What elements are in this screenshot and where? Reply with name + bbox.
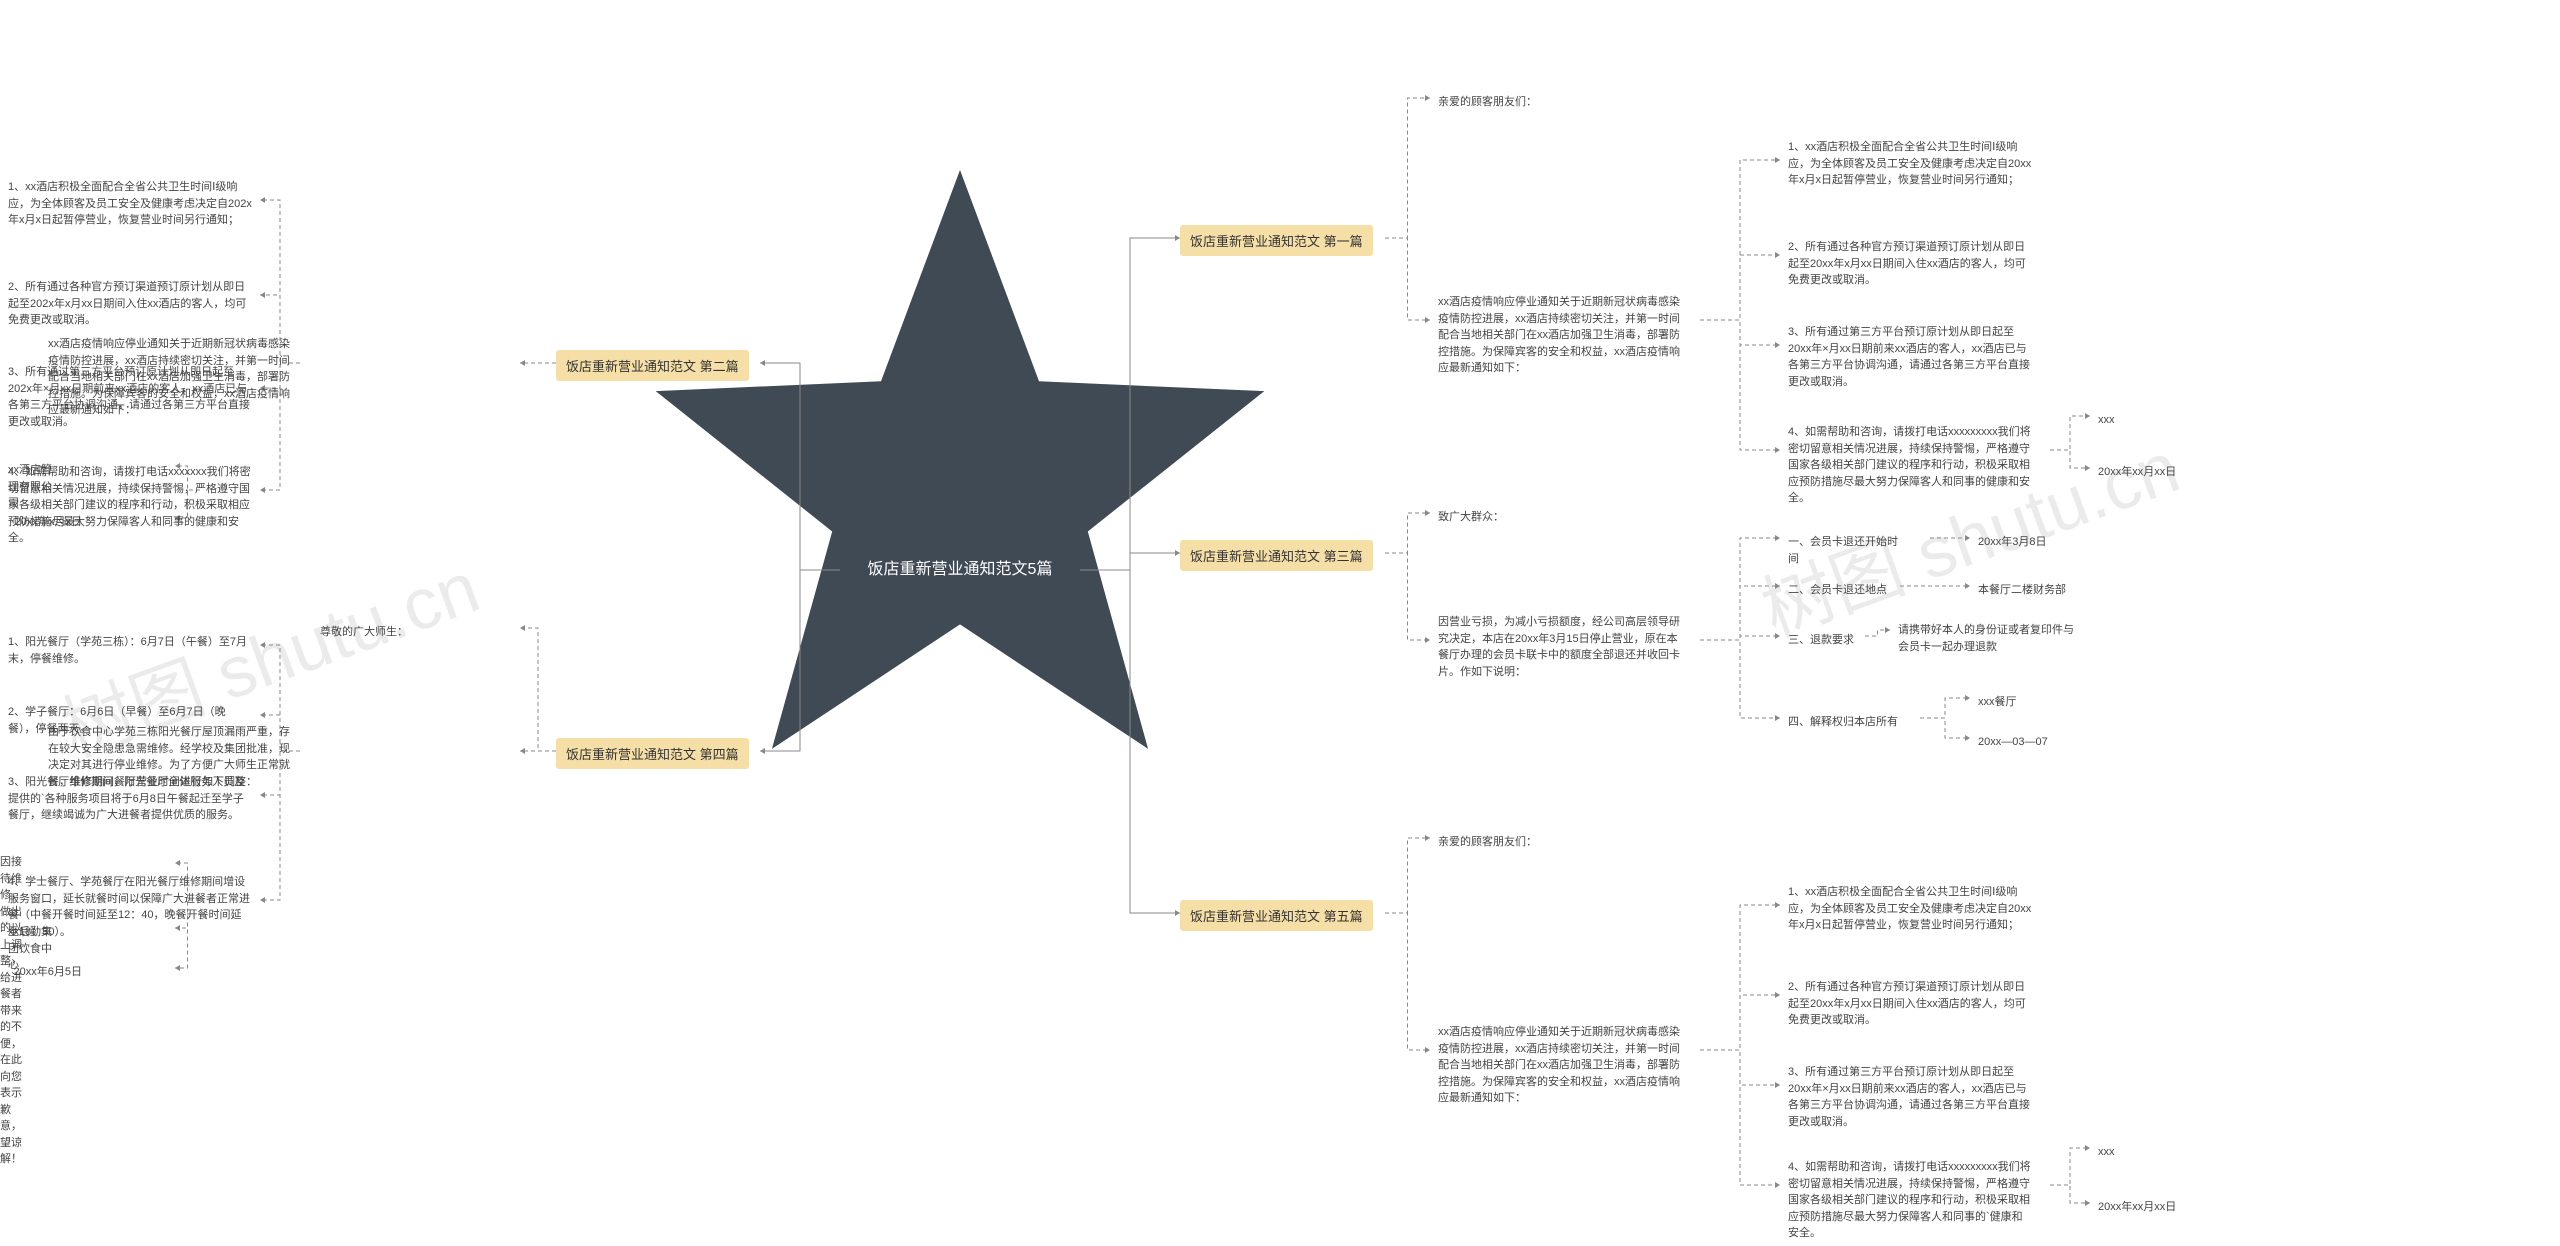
s5-sign-2: 20xx年xx月xx日	[2090, 1195, 2184, 1220]
s3-item-4: 四、解释权归本店所有	[1780, 710, 1906, 735]
section-1-title[interactable]: 饭店重新营业通知范文 第一篇	[1180, 225, 1373, 256]
s3-item-1-val: 20xx年3月8日	[1970, 530, 2054, 555]
s2-sign-2: 20xx年x月x日	[7, 510, 90, 535]
s3-item-4-val2: 20xx—03—07	[1970, 730, 2056, 755]
s5-sign-1: xxx	[2090, 1140, 2123, 1165]
s1-sign-1: xxx	[2090, 408, 2123, 433]
s3-item-4-val1: xxx餐厅	[1970, 690, 2025, 715]
s3-item-3-val: 请携带好本人的身份证或者复印件与会员卡一起办理退款	[1890, 618, 2090, 659]
s2-item-3: 3、所有通过第三方平台预订原计划从即日起至202x年×月xx日期前来xx酒店的客…	[0, 360, 260, 434]
s1-body: xx酒店疫情响应停业通知关于近期新冠状病毒感染疫情防控进展，xx酒店持续密切关注…	[1430, 290, 1690, 381]
s1-item-4: 4、如需帮助和咨询，请拨打电话xxxxxxxxx我们将密切留意相关情况进展，持续…	[1780, 420, 2040, 511]
s5-intro: 亲爱的顾客朋友们：	[1430, 830, 1545, 855]
section-2-title[interactable]: 饭店重新营业通知范文 第二篇	[556, 350, 749, 381]
section-5-title[interactable]: 饭店重新营业通知范文 第五篇	[1180, 900, 1373, 931]
s4-item-2: 2、学子餐厅：6月6日（早餐）至6月7日（晚餐），停餐两天。	[0, 700, 260, 741]
s4-item-3: 3、阳光餐厅维修期间，阳光餐厅全体服务人员及提供的`各种服务项目将于6月8日午餐…	[0, 770, 260, 828]
section-4-title[interactable]: 饭店重新营业通知范文 第四篇	[556, 738, 749, 769]
s4-sign-2: 20xx年6月5日	[6, 960, 90, 985]
center-star	[640, 170, 1280, 810]
s3-intro: 致广大群众：	[1430, 505, 1512, 530]
s5-item-2: 2、所有通过各种官方预订渠道预订原计划从即日起至20xx年x月xx日期间入住xx…	[1780, 975, 2040, 1033]
s5-item-1: 1、xx酒店积极全面配合全省公共卫生时间Ⅰ级响应，为全体顾客及员工安全及健康考虑…	[1780, 880, 2040, 938]
s2-item-1: 1、xx酒店积极全面配合全省公共卫生时间Ⅰ级响应，为全体顾客及员工安全及健康考虑…	[0, 175, 260, 233]
s1-item-2: 2、所有通过各种官方预订渠道预订原计划从即日起至20xx年x月xx日期间入住xx…	[1780, 235, 2040, 293]
s5-item-3: 3、所有通过第三方平台预订原计划从即日起至20xx年×月xx日期前来xx酒店的客…	[1780, 1060, 2040, 1134]
s1-item-3: 3、所有通过第三方平台预订原计划从即日起至20xx年×月xx日期前来xx酒店的客…	[1780, 320, 2040, 394]
s1-intro: 亲爱的顾客朋友们：	[1430, 90, 1545, 115]
connectors-layer	[0, 0, 2560, 1235]
s2-sign-1: xx酒店管理有限公司	[0, 458, 60, 516]
s4-intro: 尊敬的广大师生：	[312, 620, 416, 645]
s1-item-1: 1、xx酒店积极全面配合全省公共卫生时间Ⅰ级响应，为全体顾客及员工安全及健康考虑…	[1780, 135, 2040, 193]
s5-item-4: 4、如需帮助和咨询，请拨打电话xxxxxxxxx我们将密切留意相关情况进展，持续…	[1780, 1155, 2040, 1246]
s3-body: 因营业亏损，为减小亏损额度，经公司高层领导研究决定，本店在20xx年3月15日停…	[1430, 610, 1690, 684]
s5-body: xx酒店疫情响应停业通知关于近期新冠状病毒感染疫情防控进展，xx酒店持续密切关注…	[1430, 1020, 1690, 1111]
s3-item-2: 二、会员卡退还地点	[1780, 578, 1895, 603]
s2-item-2: 2、所有通过各种官方预订渠道预订原计划从即日起至202x年x月xx日期间入住xx…	[0, 275, 260, 333]
section-3-title[interactable]: 饭店重新营业通知范文 第三篇	[1180, 540, 1373, 571]
s3-item-1: 一、会员卡退还开始时间	[1780, 530, 1910, 571]
s4-item-1: 1、阳光餐厅（学苑三栋）：6月7日（午餐）至7月末，停餐维修。	[0, 630, 260, 671]
s3-item-2-val: 本餐厅二楼财务部	[1970, 578, 2074, 603]
s1-sign-2: 20xx年xx月xx日	[2090, 460, 2184, 485]
s3-item-3: 三、退款要求	[1780, 628, 1862, 653]
s4-apology: 因接待维修，做出的以上调整，给进餐者带来的不便，在此向您表示歉意，望谅解！	[0, 850, 30, 1172]
center-title: 饭店重新营业通知范文5篇	[800, 555, 1120, 579]
